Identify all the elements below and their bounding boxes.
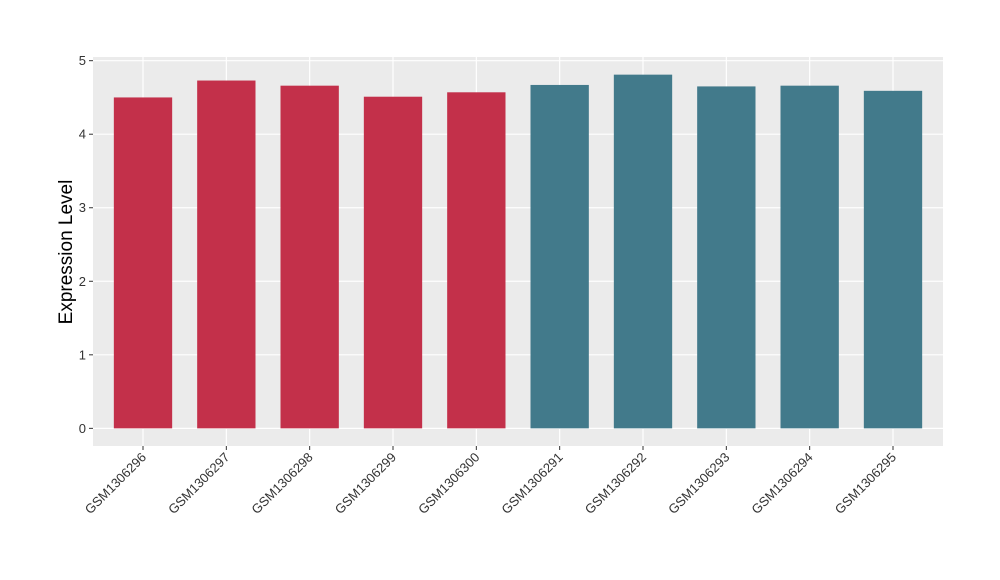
x-tick-label: GSM1306294 (748, 450, 815, 517)
x-tick-label: GSM1306297 (165, 450, 232, 517)
bar (197, 80, 256, 429)
bar (530, 84, 589, 429)
bar (363, 96, 423, 429)
x-tick-label: GSM1306292 (582, 450, 649, 517)
bar (280, 85, 339, 429)
y-tick-label: 0 (79, 421, 86, 436)
y-tick-label: 1 (79, 347, 86, 362)
bar (697, 86, 756, 429)
y-tick-label: 2 (79, 274, 86, 289)
y-axis-title: Expression Level (56, 180, 77, 325)
bar (780, 85, 839, 429)
x-tick-label: GSM1306298 (248, 450, 315, 517)
x-tick-label: GSM1306296 (82, 450, 149, 517)
x-tick-label: GSM1306293 (665, 450, 732, 517)
bar (447, 92, 506, 429)
y-tick-label: 5 (79, 53, 86, 68)
bar (113, 97, 173, 429)
x-tick-label: GSM1306295 (832, 450, 899, 517)
bar (613, 74, 673, 429)
y-tick-label: 4 (79, 127, 86, 142)
y-tick-label: 3 (79, 200, 86, 215)
bar (863, 90, 923, 429)
x-tick-label: GSM1306291 (498, 450, 565, 517)
x-tick-label: GSM1306299 (332, 450, 399, 517)
x-tick-label: GSM1306300 (415, 450, 482, 517)
